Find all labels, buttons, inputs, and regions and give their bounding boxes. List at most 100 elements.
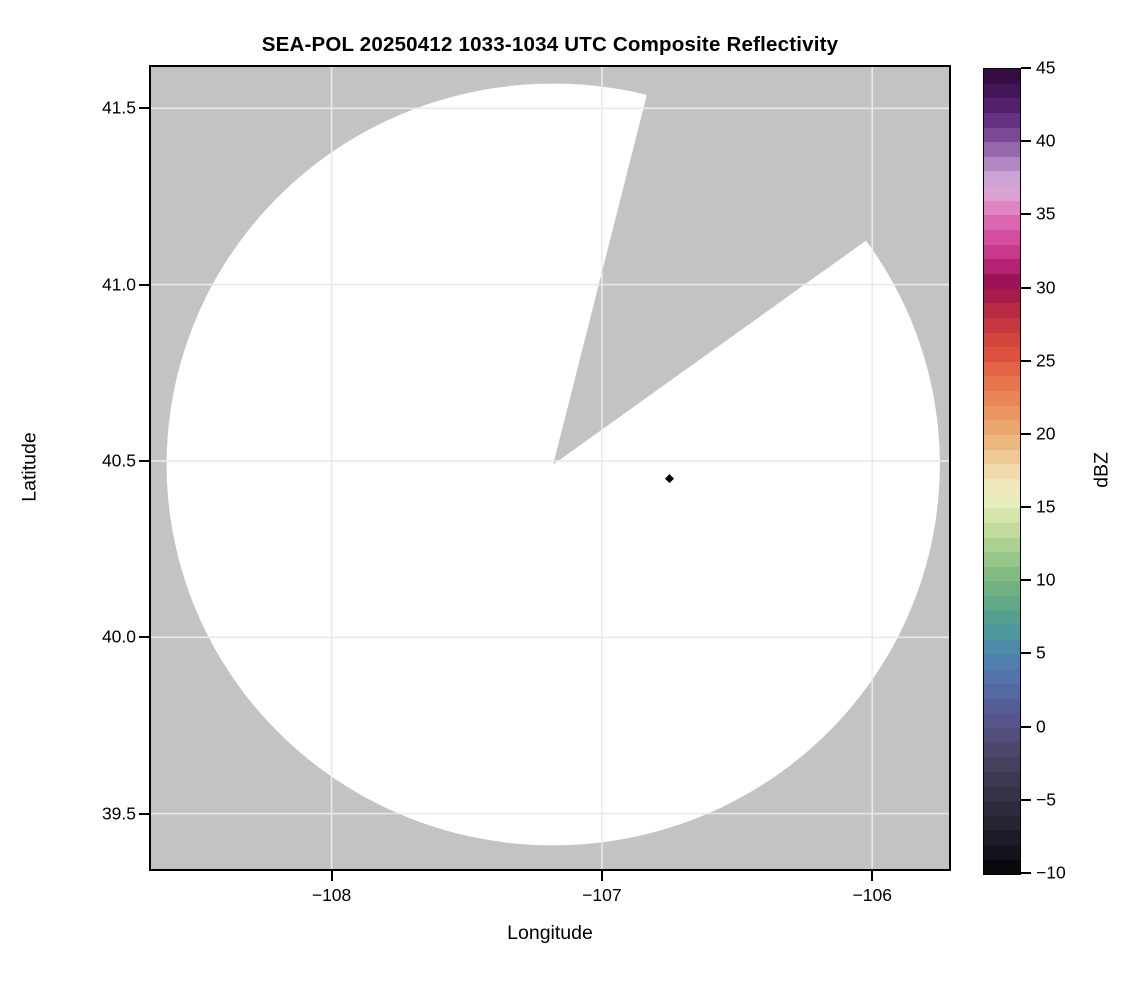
colorbar-tick-mark: [1021, 652, 1031, 655]
colorbar-band: [984, 464, 1020, 479]
colorbar-band: [984, 654, 1020, 670]
colorbar-band: [984, 844, 1020, 860]
colorbar-band: [984, 771, 1020, 787]
colorbar-tick-label: 20: [1036, 423, 1056, 444]
colorbar-band: [984, 713, 1020, 728]
x-tick-mark: [871, 871, 874, 881]
colorbar-tick-mark: [1021, 432, 1031, 435]
colorbar-band: [984, 552, 1020, 567]
y-tick-mark: [139, 459, 149, 462]
colorbar-band: [984, 801, 1020, 816]
colorbar-band: [984, 508, 1020, 523]
y-tick-label: 40.0: [101, 626, 136, 647]
colorbar-tick-mark: [1021, 359, 1031, 362]
colorbar-tick-label: 35: [1036, 203, 1056, 224]
colorbar-band: [984, 420, 1020, 436]
y-tick-mark: [139, 636, 149, 639]
colorbar-tick-mark: [1021, 579, 1031, 582]
colorbar-tick-mark: [1021, 286, 1031, 289]
colorbar-band: [984, 698, 1020, 714]
colorbar-tick-label: 15: [1036, 496, 1056, 517]
colorbar-band: [984, 303, 1020, 318]
colorbar-band: [984, 639, 1020, 655]
x-tick-label: −106: [852, 885, 892, 905]
colorbar-tick-mark: [1021, 798, 1031, 801]
colorbar-band: [984, 786, 1020, 802]
colorbar-tick-label: 45: [1036, 57, 1056, 78]
colorbar-band: [984, 171, 1020, 187]
colorbar-tick-mark: [1021, 140, 1031, 143]
colorbar-band: [984, 859, 1020, 875]
colorbar-band: [984, 83, 1020, 99]
colorbar-band: [984, 347, 1020, 362]
x-tick-label: −107: [582, 885, 622, 905]
colorbar-tick-label: 40: [1036, 130, 1056, 151]
colorbar: [983, 68, 1021, 875]
colorbar-band: [984, 405, 1020, 421]
colorbar-band: [984, 244, 1020, 260]
colorbar-band: [984, 435, 1020, 450]
colorbar-band: [984, 757, 1020, 772]
x-tick-label: −108: [311, 885, 352, 905]
colorbar-band: [984, 742, 1020, 758]
colorbar-tick-label: 25: [1036, 350, 1056, 371]
colorbar-band: [984, 230, 1020, 245]
colorbar-band: [984, 596, 1020, 611]
colorbar-band: [984, 391, 1020, 406]
colorbar-tick-label: −5: [1036, 789, 1056, 810]
chart-title: SEA-POL 20250412 1033-1034 UTC Composite…: [261, 33, 839, 56]
colorbar-band: [984, 727, 1020, 743]
colorbar-band: [984, 493, 1020, 509]
colorbar-band: [984, 156, 1020, 172]
colorbar-band: [984, 376, 1020, 392]
colorbar-tick-mark: [1021, 213, 1031, 216]
x-tick-mark: [600, 871, 603, 881]
colorbar-band: [984, 259, 1020, 274]
y-tick-mark: [139, 107, 149, 110]
y-tick-mark: [139, 283, 149, 286]
y-tick-label: 41.5: [101, 97, 136, 118]
colorbar-band: [984, 317, 1020, 333]
colorbar-band: [984, 537, 1020, 553]
colorbar-band: [984, 112, 1020, 128]
colorbar-band: [984, 625, 1020, 640]
colorbar-band: [984, 566, 1020, 582]
colorbar-band: [984, 273, 1020, 289]
colorbar-band: [984, 186, 1020, 201]
colorbar-band: [984, 200, 1020, 216]
colorbar-band: [984, 127, 1020, 143]
colorbar-band: [984, 478, 1020, 494]
y-tick-label: 40.5: [101, 450, 136, 471]
colorbar-band: [984, 669, 1020, 684]
colorbar-label: dBZ: [1090, 452, 1113, 488]
radar-coverage-area: [166, 83, 940, 846]
colorbar-tick-label: 5: [1036, 642, 1046, 663]
colorbar-band: [984, 215, 1020, 231]
colorbar-band: [984, 581, 1020, 597]
colorbar-band: [984, 683, 1020, 699]
colorbar-tick-mark: [1021, 872, 1031, 874]
y-tick-label: 39.5: [101, 803, 136, 824]
colorbar-band: [984, 361, 1020, 377]
colorbar-band: [984, 522, 1020, 538]
radar-echo-point: [664, 474, 674, 484]
y-tick-label: 41.0: [101, 274, 136, 295]
colorbar-band: [984, 815, 1020, 831]
plot-area: [149, 65, 951, 871]
colorbar-band: [984, 332, 1020, 348]
colorbar-tick-mark: [1021, 506, 1031, 509]
colorbar-band: [984, 288, 1020, 304]
colorbar-tick-label: −10: [1036, 862, 1066, 883]
colorbar-band: [984, 830, 1020, 845]
colorbar-tick-label: 10: [1036, 569, 1056, 590]
colorbar-tick-mark: [1021, 725, 1031, 728]
colorbar-band: [984, 98, 1020, 113]
x-tick-mark: [330, 871, 333, 881]
colorbar-band: [984, 610, 1020, 626]
colorbar-band: [984, 142, 1020, 157]
colorbar-tick-label: 30: [1036, 277, 1056, 298]
y-tick-mark: [139, 812, 149, 815]
colorbar-tick-mark: [1021, 67, 1031, 69]
colorbar-band: [984, 449, 1020, 465]
x-axis-label: Longitude: [507, 922, 593, 944]
